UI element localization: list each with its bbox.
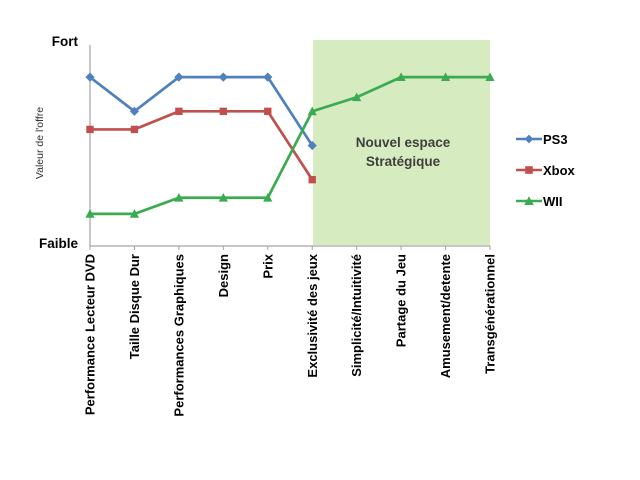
legend-item-wii: WII [516, 192, 575, 210]
category-label: Simplicité/Intuitivité [349, 254, 364, 377]
y-axis-max-label: Fort [51, 34, 78, 49]
chart-legend: PS3 Xbox WII [516, 130, 575, 223]
series-marker-wii [352, 92, 362, 102]
series-marker-ps3 [174, 72, 184, 82]
series-marker-ps3 [263, 72, 273, 82]
triangle-marker-icon [516, 196, 542, 205]
series-line-ps3 [89, 75, 314, 147]
legend-label-wii: WII [543, 193, 563, 209]
series-marker-ps3 [129, 106, 140, 116]
legend-label-xbox: Xbox [543, 162, 575, 178]
category-label: Partage du Jeu [394, 254, 409, 347]
y-axis-min-label: Faible [38, 236, 78, 251]
series-marker-wii [174, 192, 184, 202]
series-marker-wii [218, 192, 228, 202]
series-marker-ps3 [85, 72, 95, 82]
category-label: Exclusivité des jeux [305, 253, 320, 377]
strategic-region-label: Nouvel espace Stratégique [355, 135, 451, 169]
series-marker-wii [396, 72, 406, 82]
series-marker-xbox [175, 107, 183, 116]
category-label: Performances Graphiques [172, 254, 187, 417]
series-marker-wii [440, 72, 451, 82]
series-marker-xbox [130, 125, 139, 134]
series-line-xbox [90, 109, 314, 181]
series-marker-wii [485, 72, 495, 82]
y-axis-title: Valeur de l'offre [34, 106, 46, 180]
category-label: Performance Lecteur DVD [83, 254, 98, 415]
series-marker-xbox [264, 107, 272, 116]
series-marker-ps3 [218, 72, 228, 82]
category-label: Taille Disque Dur [127, 254, 142, 359]
series-marker-wii [263, 192, 273, 202]
legend-item-ps3: PS3 [516, 130, 575, 148]
legend-item-xbox: Xbox [516, 161, 575, 179]
diamond-marker-icon [516, 134, 542, 144]
series-line-wii [90, 75, 490, 216]
series-marker-xbox [219, 107, 228, 116]
series-marker-ps3 [307, 140, 317, 151]
series-marker-wii [129, 209, 140, 218]
legend-label-ps3: PS3 [543, 131, 568, 147]
series-marker-wii [307, 106, 317, 116]
category-label: Prix [261, 253, 276, 278]
square-marker-icon [516, 166, 542, 174]
category-label: Amusement/detente [438, 254, 453, 378]
series-marker-xbox [308, 175, 316, 184]
series-marker-wii [85, 209, 95, 218]
category-label: Design [216, 254, 231, 297]
category-label: Transgénérationnel [483, 254, 498, 374]
series-marker-xbox [86, 125, 94, 134]
